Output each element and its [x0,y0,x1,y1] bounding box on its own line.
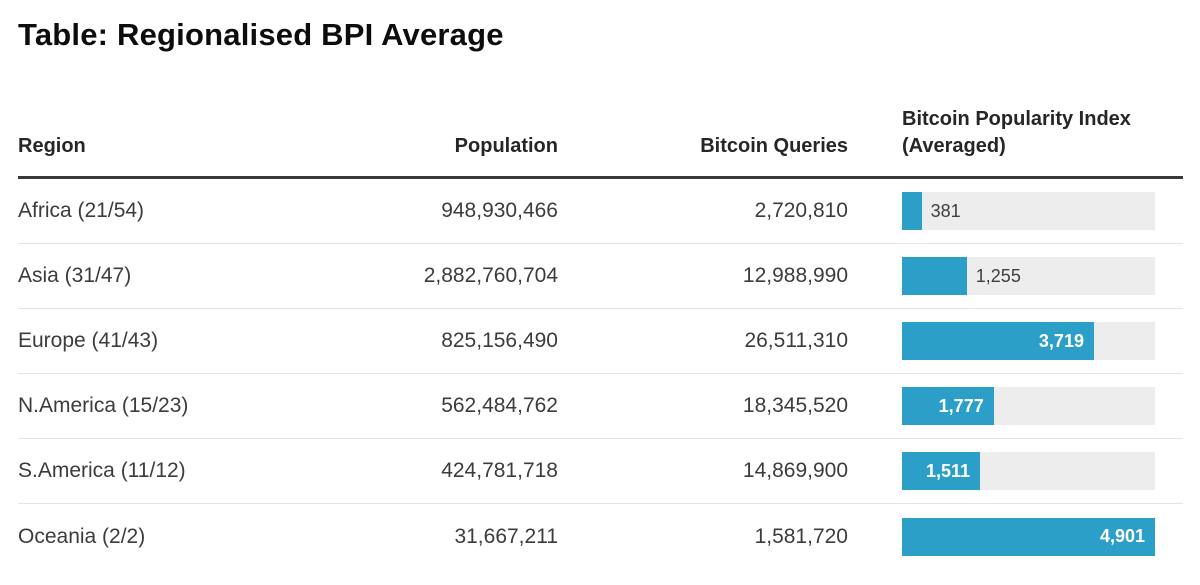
queries-cell: 14,869,900 [742,459,848,482]
bpi-bar-cell: 381 381 [848,192,1183,230]
bpi-value-label: 381 [930,200,961,221]
table-row: S.America (11/12) 424,781,718 14,869,900… [18,439,1183,504]
region-cell: Africa (21/54) [18,199,145,222]
bpi-bar-fill: 1,777 [902,387,994,425]
queries-cell: 2,720,810 [754,199,848,222]
table-header-row: Region Population Bitcoin Queries Bitcoi… [18,54,1183,179]
bpi-bar-cell: 3,719 3,719 [848,322,1183,360]
bpi-table: Region Population Bitcoin Queries Bitcoi… [18,54,1183,569]
region-cell: Oceania (2/2) [18,524,146,548]
bpi-bar-fill: 1,255 [902,257,967,295]
table-row: Africa (21/54) 948,930,466 2,720,810 381… [18,179,1183,244]
bpi-value-label: 4,901 [1099,526,1145,546]
region-cell: Asia (31/47) [18,264,132,287]
region-cell: Europe (41/43) [18,329,159,352]
bpi-bar-fill: 4,901 [902,517,1155,556]
population-cell: 562,484,762 [441,394,558,417]
bpi-bar-cell: 1,255 1,255 [848,257,1183,295]
population-cell: 424,781,718 [441,459,558,482]
table-row: Oceania (2/2) 31,667,211 1,581,720 4,901… [18,504,1183,569]
region-cell: N.America (15/23) [18,394,189,417]
bpi-bar-track: 381 381 [902,192,1155,230]
bpi-value-label: 3,719 [1038,330,1084,351]
table-row: Europe (41/43) 825,156,490 26,511,310 3,… [18,309,1183,374]
column-header-bpi: Bitcoin Popularity Index (Averaged) [902,108,1131,157]
bpi-bar-track: 3,719 3,719 [902,322,1155,360]
bpi-bar-fill: 3,719 [902,322,1094,360]
bpi-value-label: 1,255 [975,265,1021,286]
queries-cell: 12,988,990 [742,264,848,287]
table-row: Asia (31/47) 2,882,760,704 12,988,990 1,… [18,244,1183,309]
bpi-bar-fill: 1,511 [902,452,980,490]
page-title: Table: Regionalised BPI Average [18,17,504,52]
column-header-bitcoin-queries: Bitcoin Queries [700,135,848,157]
column-header-region: Region [18,135,86,157]
column-header-population: Population [454,135,558,157]
bpi-bar-fill: 381 [902,192,922,230]
bpi-bar-track: 1,255 1,255 [902,257,1155,295]
bpi-bar-cell: 1,511 1,511 [848,452,1183,490]
bpi-value-label: 1,511 [925,460,970,481]
bpi-bar-cell: 1,777 1,777 [848,387,1183,425]
queries-cell: 18,345,520 [742,394,848,417]
bpi-bar-cell: 4,901 4,901 [848,517,1183,556]
bpi-bar-track: 4,901 4,901 [902,517,1155,556]
queries-cell: 1,581,720 [754,524,848,548]
queries-cell: 26,511,310 [744,329,848,352]
bpi-value-label: 1,777 [938,395,984,416]
population-cell: 948,930,466 [441,199,558,222]
population-cell: 31,667,211 [454,524,558,548]
region-cell: S.America (11/12) [18,459,186,482]
bpi-bar-track: 1,777 1,777 [902,387,1155,425]
population-cell: 2,882,760,704 [423,264,558,287]
bpi-bar-track: 1,511 1,511 [902,452,1155,490]
population-cell: 825,156,490 [441,329,558,352]
table-row: N.America (15/23) 562,484,762 18,345,520… [18,374,1183,439]
